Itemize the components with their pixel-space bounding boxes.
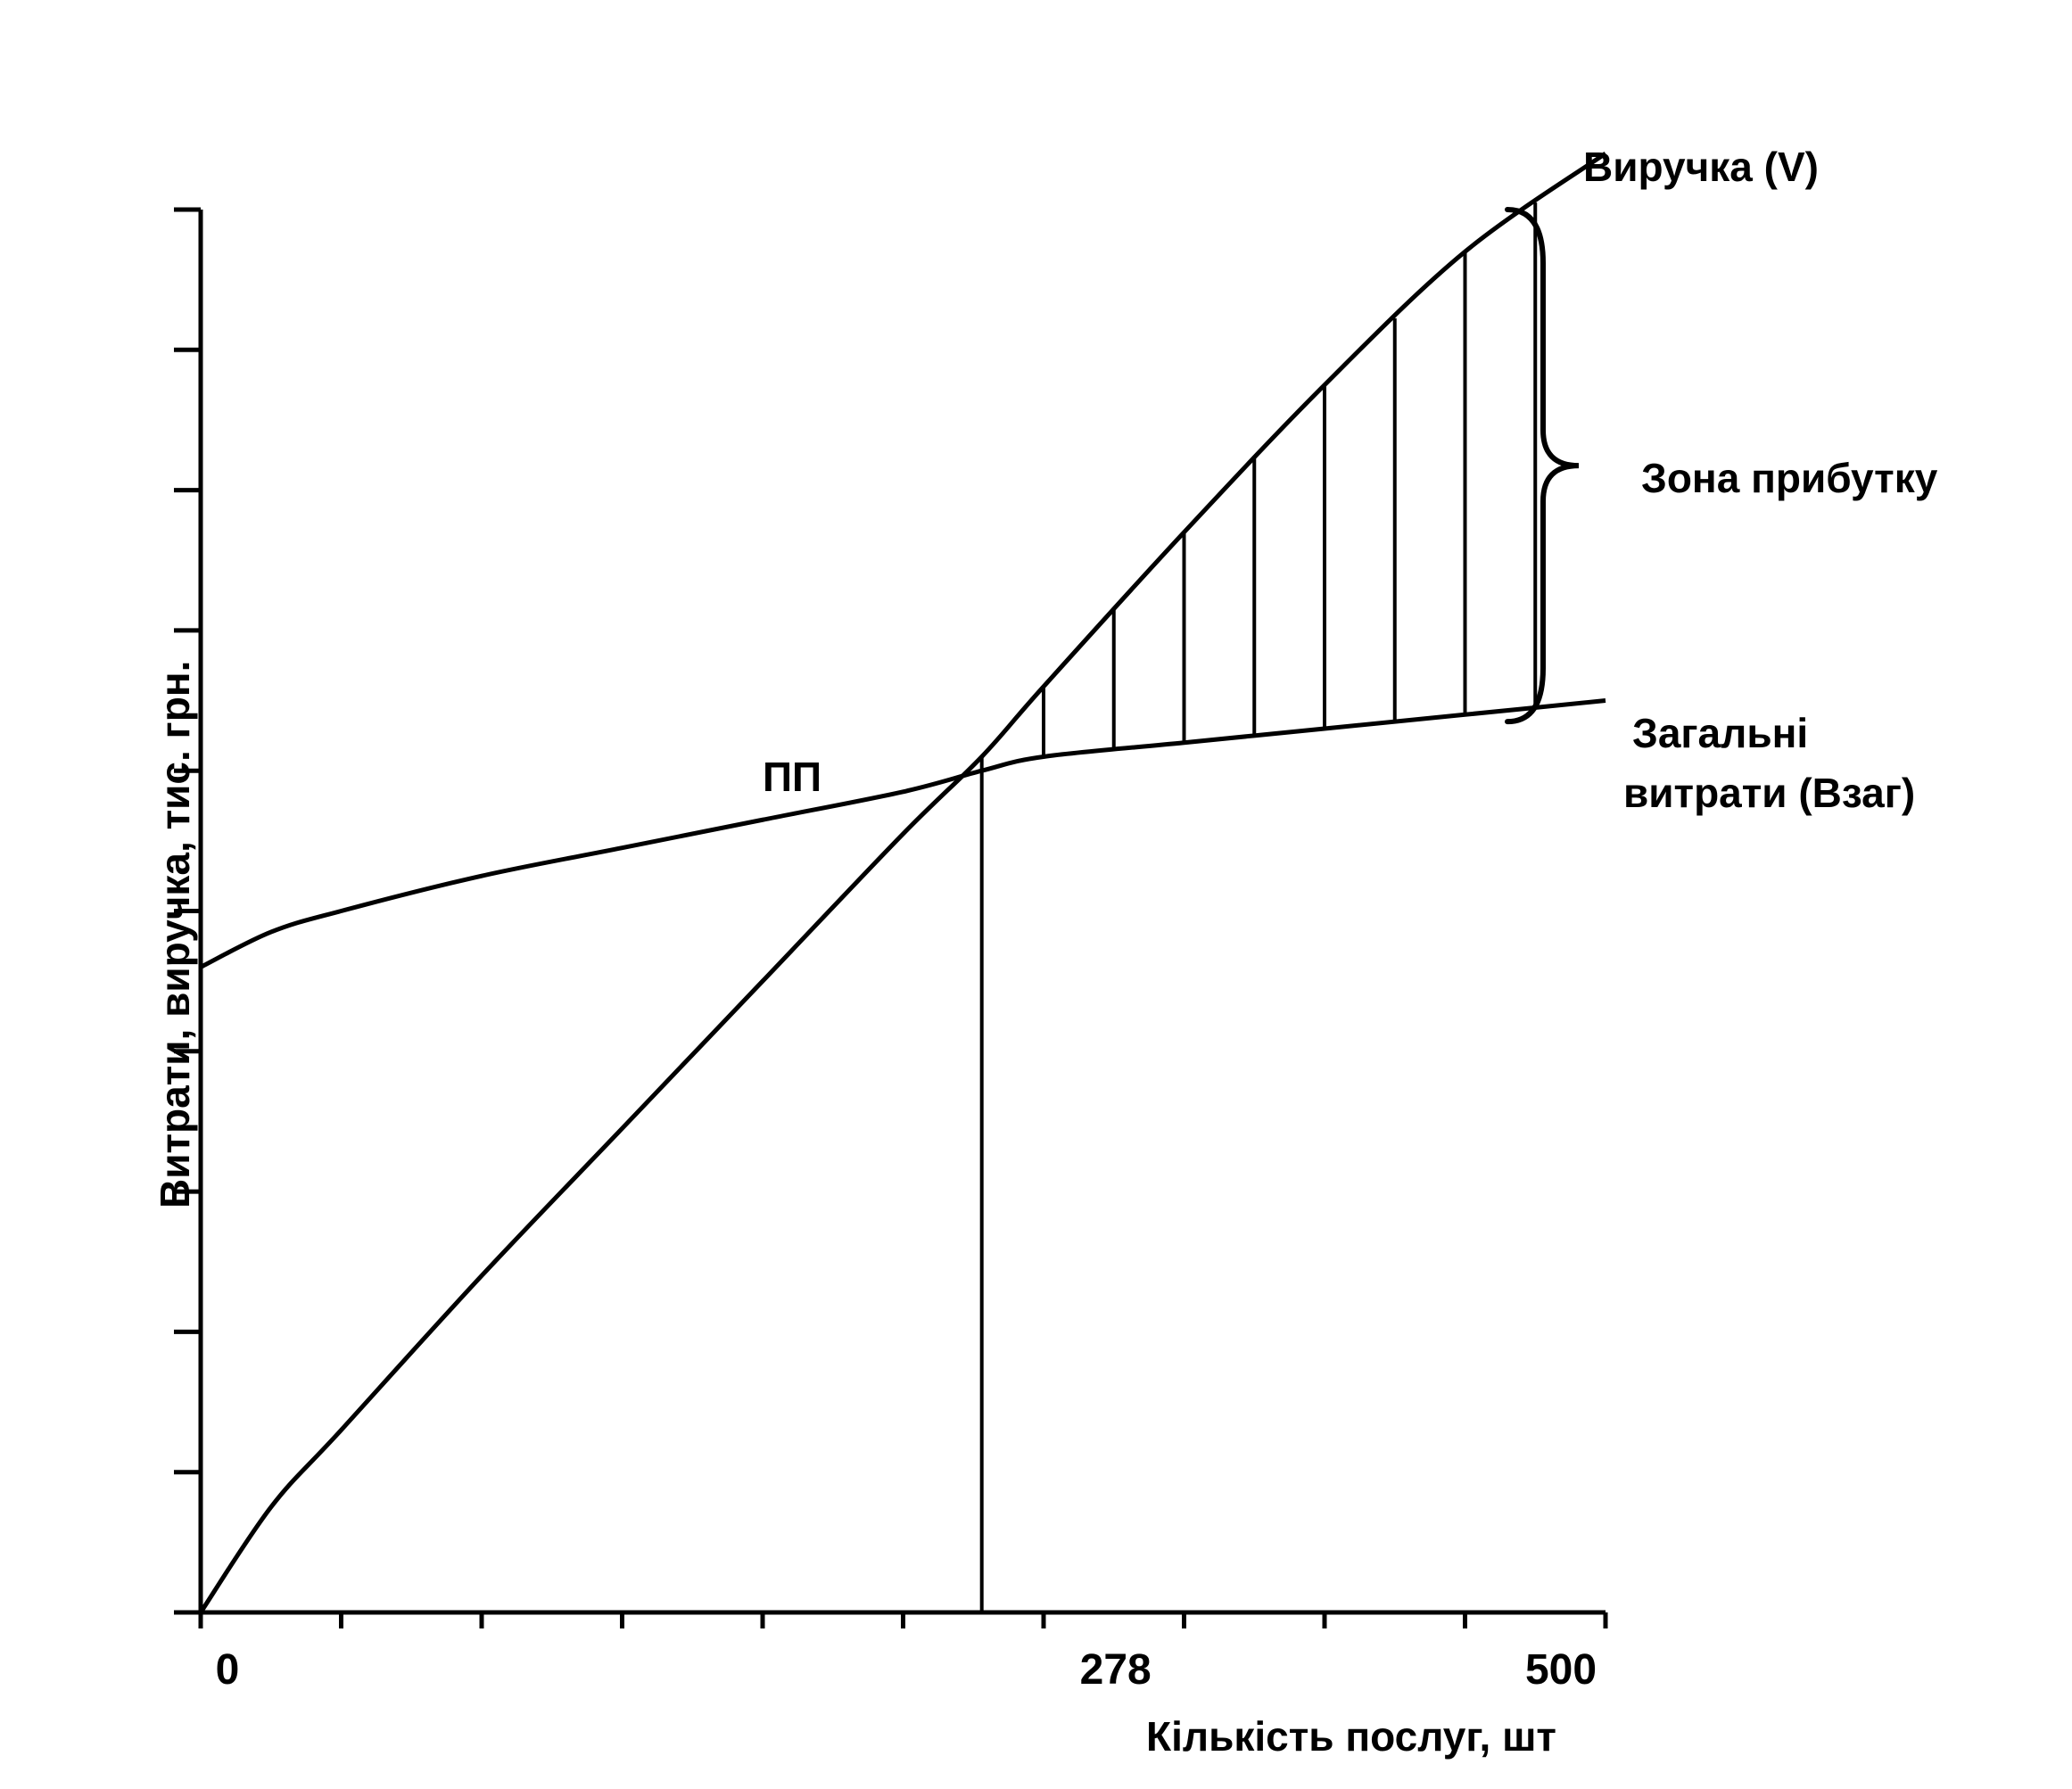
- profit-zone-label: Зона прибутку: [1641, 455, 1938, 501]
- costs-series-label-line1: Загальні: [1632, 710, 1808, 756]
- y-axis-title: Витрати, виручка, тис. грн.: [152, 661, 198, 1208]
- x-tick-label-0: 0: [216, 1646, 240, 1694]
- y-ticks: [174, 207, 201, 1615]
- total-costs-line: [199, 698, 1606, 969]
- revenue-series-label: Виручка (V): [1583, 144, 1819, 190]
- revenue-line: [198, 152, 1607, 1614]
- profit-zone-brace: [1505, 207, 1580, 725]
- x-axis-title: Кількість послуг, шт: [1146, 1713, 1556, 1760]
- x-ticks: [198, 1612, 1608, 1628]
- costs-series-label-line2: витрати (Взаг): [1623, 770, 1915, 816]
- break-even-label: ПП: [763, 754, 821, 800]
- series-lines: [198, 152, 1607, 1614]
- profit-zone-hatch: [1042, 202, 1538, 757]
- x-tick-label-278: 278: [1080, 1646, 1152, 1694]
- x-tick-label-500: 500: [1525, 1646, 1597, 1694]
